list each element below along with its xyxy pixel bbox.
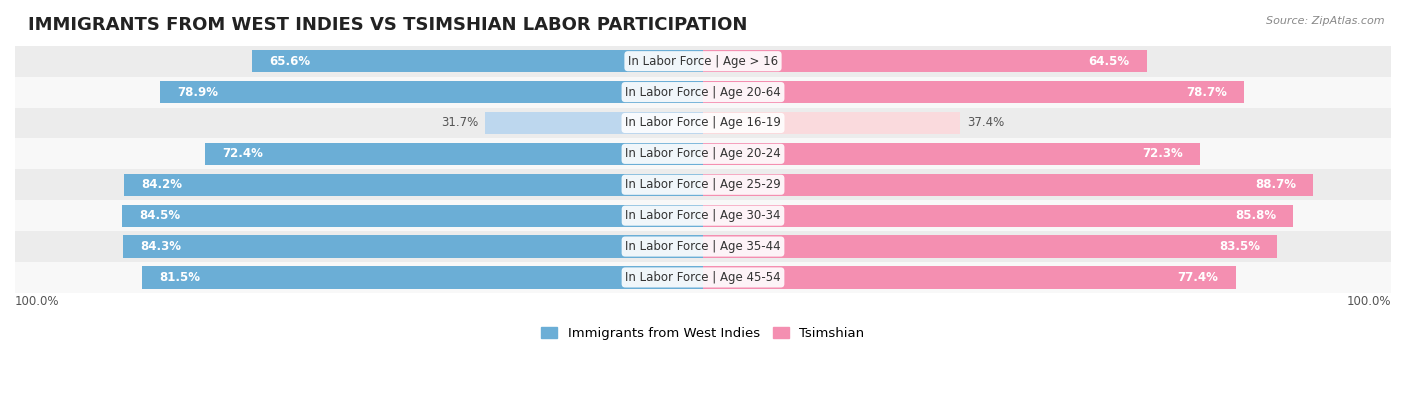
Text: In Labor Force | Age 45-54: In Labor Force | Age 45-54 (626, 271, 780, 284)
Text: 64.5%: 64.5% (1088, 55, 1129, 68)
Bar (703, 50, 1147, 72)
Bar (485, 112, 703, 134)
Bar (703, 266, 1236, 289)
Bar (205, 143, 703, 165)
Text: 77.4%: 77.4% (1177, 271, 1219, 284)
Bar (703, 235, 1278, 258)
Bar (122, 205, 703, 227)
Legend: Immigrants from West Indies, Tsimshian: Immigrants from West Indies, Tsimshian (536, 322, 870, 345)
Text: IMMIGRANTS FROM WEST INDIES VS TSIMSHIAN LABOR PARTICIPATION: IMMIGRANTS FROM WEST INDIES VS TSIMSHIAN… (28, 16, 748, 34)
Text: 100.0%: 100.0% (15, 295, 59, 308)
Text: 72.3%: 72.3% (1143, 147, 1184, 160)
Text: 84.5%: 84.5% (139, 209, 180, 222)
Bar (15, 107, 1391, 138)
Text: 65.6%: 65.6% (269, 55, 309, 68)
Text: In Labor Force | Age 20-64: In Labor Force | Age 20-64 (626, 86, 780, 99)
Bar (15, 46, 1391, 77)
Text: 78.7%: 78.7% (1187, 86, 1227, 99)
Text: In Labor Force | Age 35-44: In Labor Force | Age 35-44 (626, 240, 780, 253)
Bar (15, 262, 1391, 293)
Bar (160, 81, 703, 103)
Text: In Labor Force | Age 16-19: In Labor Force | Age 16-19 (626, 117, 780, 130)
Bar (703, 174, 1313, 196)
Bar (15, 169, 1391, 200)
Text: In Labor Force | Age 30-34: In Labor Force | Age 30-34 (626, 209, 780, 222)
Bar (15, 200, 1391, 231)
Bar (15, 77, 1391, 107)
Bar (15, 231, 1391, 262)
Text: Source: ZipAtlas.com: Source: ZipAtlas.com (1267, 16, 1385, 26)
Text: 85.8%: 85.8% (1234, 209, 1277, 222)
Text: 31.7%: 31.7% (440, 117, 478, 130)
Bar (124, 174, 703, 196)
Text: 83.5%: 83.5% (1219, 240, 1260, 253)
Bar (252, 50, 703, 72)
Text: In Labor Force | Age 25-29: In Labor Force | Age 25-29 (626, 178, 780, 191)
Text: 84.2%: 84.2% (141, 178, 181, 191)
Text: 84.3%: 84.3% (141, 240, 181, 253)
Text: In Labor Force | Age > 16: In Labor Force | Age > 16 (628, 55, 778, 68)
Bar (703, 205, 1294, 227)
Bar (142, 266, 703, 289)
Text: 81.5%: 81.5% (159, 271, 201, 284)
Text: 88.7%: 88.7% (1256, 178, 1296, 191)
Text: In Labor Force | Age 20-24: In Labor Force | Age 20-24 (626, 147, 780, 160)
Text: 72.4%: 72.4% (222, 147, 263, 160)
Text: 78.9%: 78.9% (177, 86, 218, 99)
Text: 100.0%: 100.0% (1347, 295, 1391, 308)
Text: 37.4%: 37.4% (967, 117, 1004, 130)
Bar (703, 81, 1244, 103)
Bar (122, 235, 703, 258)
Bar (703, 143, 1201, 165)
Bar (15, 138, 1391, 169)
Bar (703, 112, 960, 134)
